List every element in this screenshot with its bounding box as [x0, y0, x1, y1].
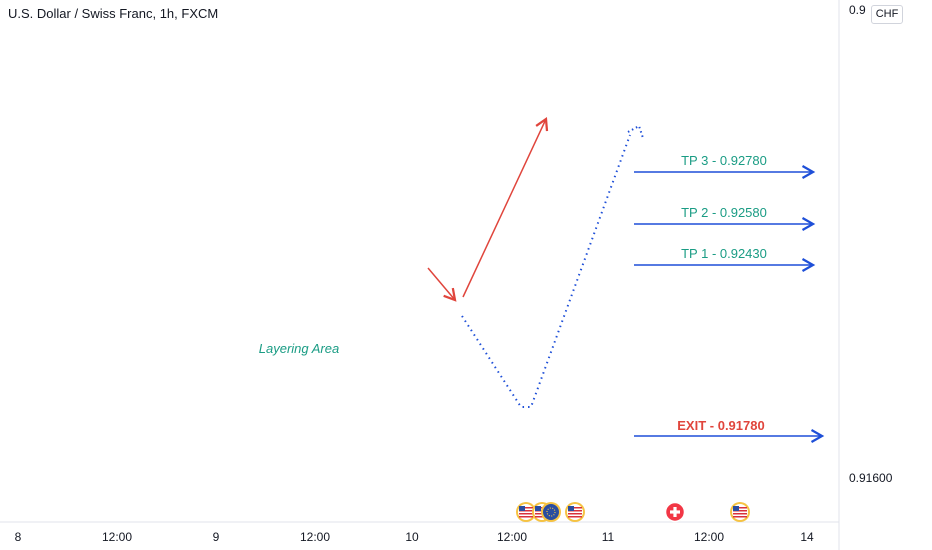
us-stripe	[733, 507, 747, 509]
us-stripe	[519, 510, 533, 512]
layering-area-label: Layering Area	[259, 341, 339, 356]
us-stripe	[733, 510, 747, 512]
swiss-cross-v	[673, 507, 677, 517]
layering-path	[461, 134, 631, 408]
us-stripe	[568, 507, 582, 509]
price-tick-label-partial: 0.9	[849, 3, 866, 17]
upside-arrow	[462, 116, 549, 298]
time-tick-label: 14	[800, 530, 814, 544]
us-canton	[568, 506, 574, 511]
us-canton	[535, 506, 541, 511]
currency-badge[interactable]: CHF	[871, 5, 903, 24]
chart-title: U.S. Dollar / Swiss Franc, 1h, FXCM	[8, 6, 219, 21]
us-stripe	[568, 513, 582, 515]
time-tick-label: 9	[213, 530, 220, 544]
exit-label: EXIT - 0.91780	[677, 418, 764, 433]
time-tick-label: 12:00	[694, 530, 724, 544]
time-tick-label: 12:00	[102, 530, 132, 544]
time-tick-label: 12:00	[497, 530, 527, 544]
us-stripe	[535, 516, 549, 518]
us-stripe	[568, 510, 582, 512]
time-tick-label: 8	[15, 530, 22, 544]
time-tick-label: 10	[405, 530, 419, 544]
layering-path-arrowhead	[627, 124, 644, 139]
us-stripe	[519, 513, 533, 515]
tp2-label: TP 2 - 0.92580	[681, 205, 767, 220]
time-tick-label: 12:00	[300, 530, 330, 544]
price-tick-label: 0.91600	[849, 471, 893, 485]
us-canton	[519, 506, 525, 511]
us-canton	[733, 506, 739, 511]
us-stripe	[519, 507, 533, 509]
us-stripe	[568, 516, 582, 518]
entry-arrow	[427, 267, 457, 302]
tp3-label: TP 3 - 0.92780	[681, 153, 767, 168]
us-stripe	[519, 516, 533, 518]
us-stripe	[733, 516, 747, 518]
eu-stars	[546, 507, 556, 517]
us-stripe	[733, 513, 747, 515]
time-tick-label: 11	[602, 530, 615, 544]
eu-flag-icon	[543, 504, 559, 520]
tp1-label: TP 1 - 0.92430	[681, 246, 767, 261]
